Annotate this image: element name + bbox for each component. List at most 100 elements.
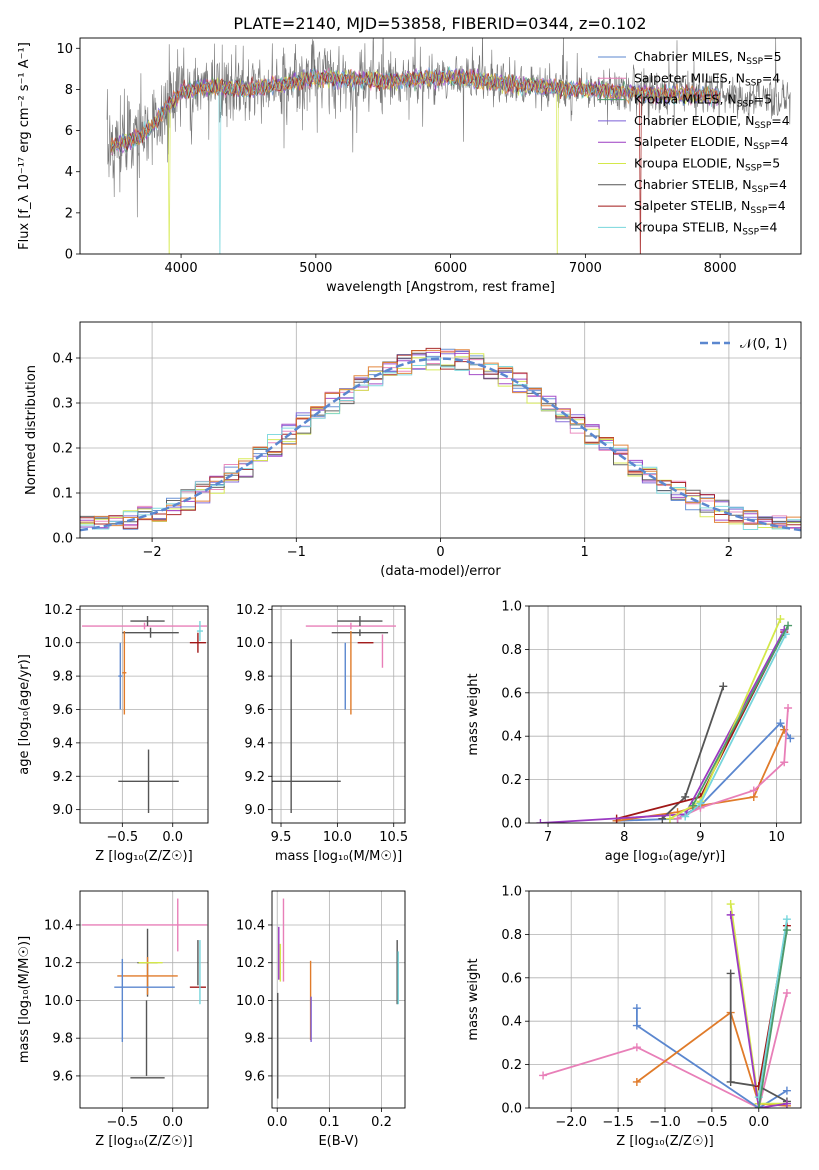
y-tick-label: 0.4 <box>501 730 522 745</box>
axes-frame <box>79 605 209 824</box>
plot-mass-weight-vs-Z: −2.0 −1.5 −1.0 −0.5 0.0 0.0 0.2 0.4 0.6 0.8 1.0 Z [… <box>466 885 802 1149</box>
x-tick-label: −1.0 <box>649 1115 681 1130</box>
weight-marker <box>539 1071 548 1080</box>
x-axis-label: Z [log₁₀(Z/Z☉)] <box>95 849 192 864</box>
y-tick-label: 0.6 <box>501 971 522 986</box>
data-point <box>82 622 207 630</box>
weight-marker <box>749 786 758 795</box>
weight-marker <box>632 1021 641 1030</box>
y-tick-label: 9.8 <box>52 670 73 685</box>
legend-subscript: SSP <box>746 57 763 67</box>
weight-marker <box>696 799 705 808</box>
weight-marker <box>681 792 690 801</box>
weight-marker <box>782 988 791 997</box>
data-point <box>196 621 203 642</box>
y-tick-label: 0.1 <box>52 487 73 502</box>
y-tick-label: 10.0 <box>236 994 265 1009</box>
y-tick-label: 9.0 <box>244 803 265 818</box>
weight-marker <box>782 926 791 935</box>
y-tick-label: 9.8 <box>244 1032 265 1047</box>
legend-label: Salpeter MILES, NSSP=4 <box>634 70 780 88</box>
plot-residuals: −2 −1 0 1 2 0.0 0.1 0.2 0.3 0.4 (data-model)/error… <box>24 321 802 579</box>
y-tick-label: 2 <box>65 206 73 221</box>
y-tick-label: 10.2 <box>236 956 265 971</box>
legend-subscript: SSP <box>745 164 762 174</box>
legend-subscript: SSP <box>742 227 759 237</box>
gaussian-curve <box>80 357 801 532</box>
legend-subscript: SSP <box>753 142 770 152</box>
weight-marker <box>780 758 789 767</box>
y-tick-label: 0.2 <box>52 442 73 457</box>
data-point <box>305 622 396 630</box>
plot-mass-vs-Z: −0.5 0.0 9.6 9.8 10.0 10.2 10.4 Z [log₁₀(Z/Z☉)]… <box>17 890 209 1149</box>
x-tick-label: 10.0 <box>323 830 352 845</box>
x-tick-label: 5000 <box>299 261 332 276</box>
weight-marker <box>754 1093 763 1102</box>
plot-area <box>80 322 801 538</box>
y-tick-label: 10.4 <box>236 918 265 933</box>
weight-marker <box>782 1086 791 1095</box>
weight-marker <box>782 915 791 924</box>
weight-marker <box>776 615 785 624</box>
x-tick-label: 0 <box>436 545 444 560</box>
weight-line <box>692 625 789 807</box>
y-tick-label: 0.2 <box>501 1058 522 1073</box>
x-tick-label: 0.2 <box>371 1115 392 1130</box>
x-tick-label: −0.5 <box>107 1115 139 1130</box>
y-tick-label: 9.2 <box>52 770 73 785</box>
weight-marker <box>786 734 795 743</box>
x-tick-label: 10.5 <box>379 830 408 845</box>
weight-marker <box>536 819 545 823</box>
y-tick-label: 10.0 <box>44 994 73 1009</box>
x-tick-label: 9.5 <box>271 830 292 845</box>
legend-label: Chabrier ELODIE, NSSP=4 <box>634 113 790 131</box>
legend-subscript: SSP <box>745 78 762 88</box>
weight-line <box>542 992 788 1108</box>
x-tick-label: 10 <box>768 830 785 845</box>
legend-value: =4 <box>771 113 789 128</box>
legend-value: =4 <box>762 70 780 85</box>
y-axis-label: Flux [f_λ 10⁻¹⁷ erg cm⁻² s⁻¹ A⁻¹] <box>17 42 32 250</box>
weight-line <box>729 914 788 1108</box>
legend-value: =4 <box>767 198 785 213</box>
legend-label: 𝒩(0, 1) <box>740 337 787 352</box>
weight-marker <box>673 814 682 823</box>
weight-marker <box>754 1104 763 1108</box>
x-tick-label: −2 <box>143 545 162 560</box>
plot-mass-vs-ebv: 0.0 0.1 0.2 9.6 9.8 10.0 10.2 10.4 E(B-V) <box>236 890 406 1149</box>
legend-subscript: SSP <box>754 121 771 131</box>
x-axis-label: Z [log₁₀(Z/Z☉)] <box>95 1134 192 1149</box>
plot-area <box>80 606 208 823</box>
plot-area <box>529 891 801 1108</box>
plot-mass-weight-vs-age: 7 8 9 10 0.0 0.2 0.4 0.6 0.8 1.0 age [log₁₀(age/yr… <box>466 600 802 864</box>
figure-title: PLATE=2140, MJD=53858, FIBERID=0344, z=0… <box>233 14 646 33</box>
x-axis-label: Z [log₁₀(Z/Z☉)] <box>616 1134 713 1149</box>
plot-spectrum: 4000 5000 6000 7000 8000 0 2 4 6 8 10 wavelength [A… <box>17 37 802 295</box>
legend-subscript: SSP <box>737 100 754 110</box>
x-tick-label: −2.0 <box>555 1115 587 1130</box>
y-tick-label: 0.0 <box>501 1102 522 1117</box>
legend-value: =4 <box>769 177 787 192</box>
y-axis-label: age [log₁₀(age/yr)] <box>17 654 32 775</box>
weight-marker <box>665 814 674 823</box>
weight-marker <box>726 910 735 919</box>
legend-label: Salpeter STELIB, NSSP=4 <box>634 198 786 216</box>
x-tick-label: 8000 <box>704 261 737 276</box>
weight-marker <box>784 703 793 712</box>
plot-age-vs-Z: −0.5 0.0 9.0 9.2 9.4 9.6 9.8 10.0 10.2 Z [log₁₀(Z… <box>17 603 209 864</box>
x-tick-label: 0.0 <box>162 1115 183 1130</box>
y-tick-label: 0.8 <box>501 643 522 658</box>
weight-marker <box>719 682 728 691</box>
y-tick-label: 1.0 <box>501 600 522 615</box>
y-tick-label: 9.2 <box>244 770 265 785</box>
y-tick-label: 1.0 <box>501 885 522 900</box>
legend-label: Chabrier MILES, NSSP=5 <box>634 49 782 67</box>
y-axis-label: mass [log₁₀(M/M☉)] <box>17 936 32 1063</box>
weight-marker <box>688 801 697 810</box>
weight-line <box>669 618 782 820</box>
y-tick-label: 10.0 <box>44 636 73 651</box>
weight-marker <box>782 1099 791 1108</box>
weight-line <box>636 1011 787 1107</box>
plot-area <box>106 38 791 254</box>
